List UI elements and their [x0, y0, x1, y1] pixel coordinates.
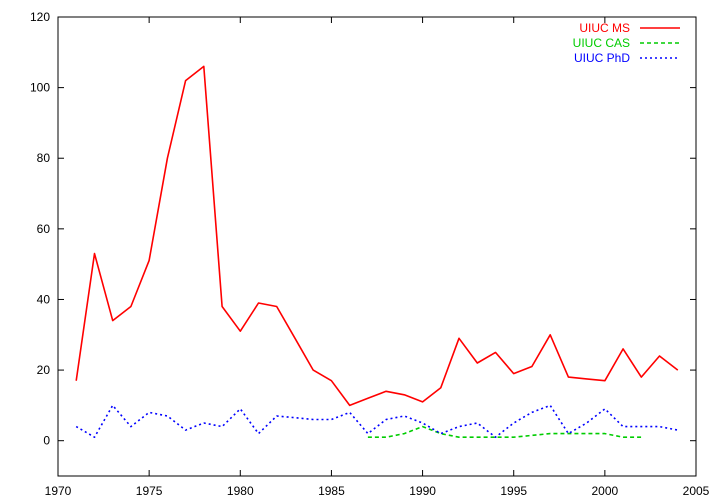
legend-label-uiuc-cas: UIUC CAS	[573, 36, 630, 50]
y-tick-label: 120	[30, 10, 50, 24]
legend-label-uiuc-ms: UIUC MS	[579, 21, 630, 35]
x-tick-label: 2005	[683, 484, 710, 498]
x-tick-label: 1980	[227, 484, 254, 498]
x-tick-label: 2000	[592, 484, 619, 498]
y-tick-label: 20	[37, 363, 51, 377]
y-tick-label: 80	[37, 151, 51, 165]
series-lines	[75, 65, 679, 439]
plot-frame	[57, 16, 697, 477]
series-line-uiuc-ms	[75, 65, 679, 407]
series-line-uiuc-cas	[367, 425, 642, 439]
x-tick-label: 1985	[318, 484, 345, 498]
x-tick-label: 1995	[500, 484, 527, 498]
y-tick-label: 40	[37, 292, 51, 306]
y-tick-label: 0	[43, 434, 50, 448]
x-tick-labels: 1970 1975 1980 1985 1990 1995 2000 2005	[45, 484, 710, 498]
x-tick-label: 1990	[409, 484, 436, 498]
y-tick-labels: 0 20 40 60 80 100 120	[30, 10, 50, 448]
series-line-uiuc-phd	[75, 404, 678, 439]
legend-label-uiuc-phd: UIUC PhD	[574, 51, 630, 65]
x-tick-label: 1975	[136, 484, 163, 498]
axis-ticks	[57, 16, 697, 476]
x-tick-label: 1970	[45, 484, 72, 498]
y-tick-label: 60	[37, 222, 51, 236]
y-tick-label: 100	[30, 81, 50, 95]
